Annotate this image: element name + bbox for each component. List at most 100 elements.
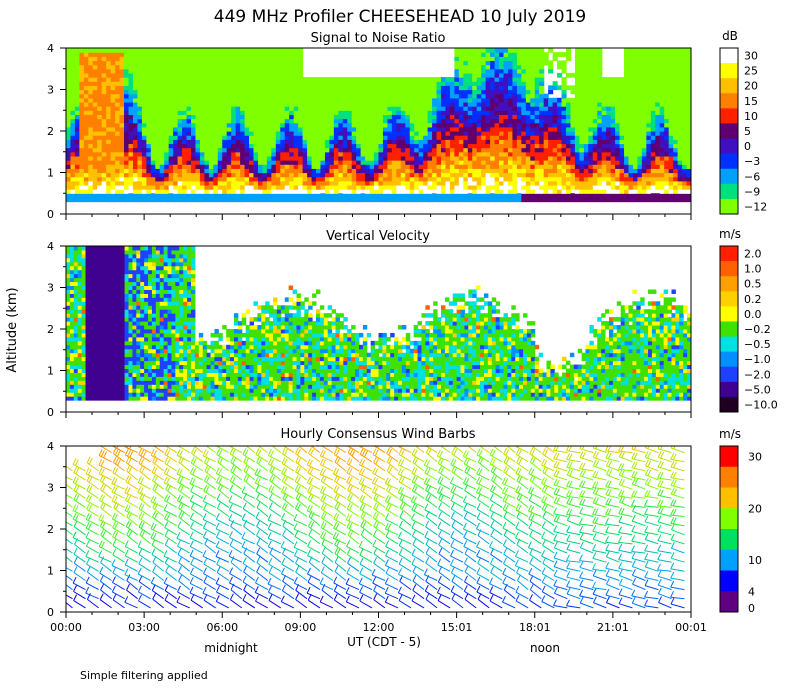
snr-cell	[557, 97, 563, 103]
snr-cell	[365, 93, 371, 99]
snr-cell	[557, 180, 563, 186]
velocity-cell	[66, 368, 71, 373]
snr-cell	[641, 118, 647, 124]
snr-cell	[624, 60, 630, 66]
snr-cell	[249, 193, 255, 198]
y-tick-label: 4	[47, 42, 54, 55]
snr-cell	[213, 155, 219, 161]
snr-cell	[307, 176, 313, 182]
snr-cell	[124, 72, 130, 78]
snr-cell	[298, 155, 304, 161]
snr-cell	[499, 131, 505, 136]
snr-cell	[298, 135, 304, 140]
snr-cell	[316, 118, 322, 124]
snr-cell	[66, 72, 72, 78]
snr-cell	[226, 60, 232, 66]
snr-cell	[592, 180, 598, 186]
snr-cell	[275, 89, 281, 95]
snr-cell	[253, 122, 259, 128]
snr-cell	[155, 164, 161, 169]
snr-cell	[195, 151, 201, 157]
snr-cell	[485, 93, 491, 99]
snr-cell	[557, 168, 563, 174]
snr-cell	[543, 180, 549, 186]
snr-cell	[195, 160, 201, 165]
snr-cell	[378, 77, 384, 82]
snr-cell	[543, 60, 549, 66]
snr-cell	[561, 155, 567, 161]
panel-title-velocity: Vertical Velocity	[326, 229, 430, 244]
snr-cell	[441, 131, 447, 136]
snr-cell	[266, 176, 272, 182]
snr-cell	[646, 48, 652, 53]
snr-cell	[458, 155, 464, 161]
snr-cell	[628, 93, 634, 99]
snr-cell	[316, 101, 322, 107]
snr-cell	[101, 72, 107, 78]
snr-cell	[284, 97, 290, 103]
snr-cell	[106, 189, 112, 194]
snr-cell	[409, 160, 415, 165]
snr-cell	[132, 48, 139, 53]
snr-cell	[235, 160, 241, 165]
snr-cell	[298, 101, 304, 107]
snr-cell	[79, 176, 85, 182]
snr-cell	[646, 77, 652, 82]
snr-cell	[396, 189, 402, 194]
snr-cell	[557, 176, 563, 182]
snr-cell	[342, 110, 348, 115]
snr-cell	[396, 118, 402, 124]
snr-cell	[427, 147, 433, 153]
snr-cell	[182, 97, 188, 103]
snr-cell	[356, 131, 362, 136]
snr-cell	[378, 193, 384, 198]
snr-cell	[204, 143, 210, 149]
snr-cell	[539, 135, 545, 140]
snr-cell	[74, 52, 80, 57]
snr-cell	[432, 135, 438, 140]
snr-cell	[307, 131, 313, 136]
snr-cell	[534, 164, 540, 169]
velocity-cell	[69, 368, 75, 373]
snr-cell	[240, 139, 246, 145]
snr-cell	[624, 180, 630, 186]
snr-cell	[275, 56, 281, 62]
snr-cell	[164, 172, 170, 178]
snr-cell	[249, 110, 255, 115]
snr-cell	[320, 77, 326, 82]
snr-cell	[235, 110, 241, 115]
snr-cell	[271, 164, 277, 169]
snr-cell	[262, 151, 268, 157]
snr-cell	[624, 189, 630, 194]
snr-cell	[646, 93, 652, 99]
snr-cell	[570, 151, 576, 157]
snr-cell	[311, 193, 317, 198]
snr-cell	[387, 147, 393, 153]
snr-cell	[338, 155, 344, 161]
snr-cell	[146, 52, 152, 57]
snr-cell	[253, 147, 259, 153]
snr-cell	[298, 110, 304, 115]
snr-cell	[454, 172, 460, 178]
snr-cell	[324, 81, 330, 86]
snr-cell	[503, 85, 509, 91]
snr-cell	[191, 85, 197, 91]
snr-cell	[284, 60, 290, 66]
snr-cell	[396, 143, 402, 149]
snr-cell	[231, 168, 237, 174]
snr-cell	[342, 155, 348, 161]
snr-cell	[262, 193, 268, 198]
velocity-cell	[66, 301, 71, 306]
snr-cell	[257, 106, 264, 111]
snr-cell	[226, 143, 232, 149]
snr-cell	[427, 168, 433, 174]
snr-cell	[222, 147, 228, 153]
velocity-cell	[66, 269, 71, 275]
snr-cell	[561, 68, 567, 74]
snr-cell	[382, 97, 389, 103]
snr-cell	[400, 168, 406, 174]
snr-cell	[387, 172, 393, 178]
snr-cell	[253, 139, 259, 145]
snr-cell	[159, 168, 165, 174]
snr-cell	[418, 139, 424, 145]
